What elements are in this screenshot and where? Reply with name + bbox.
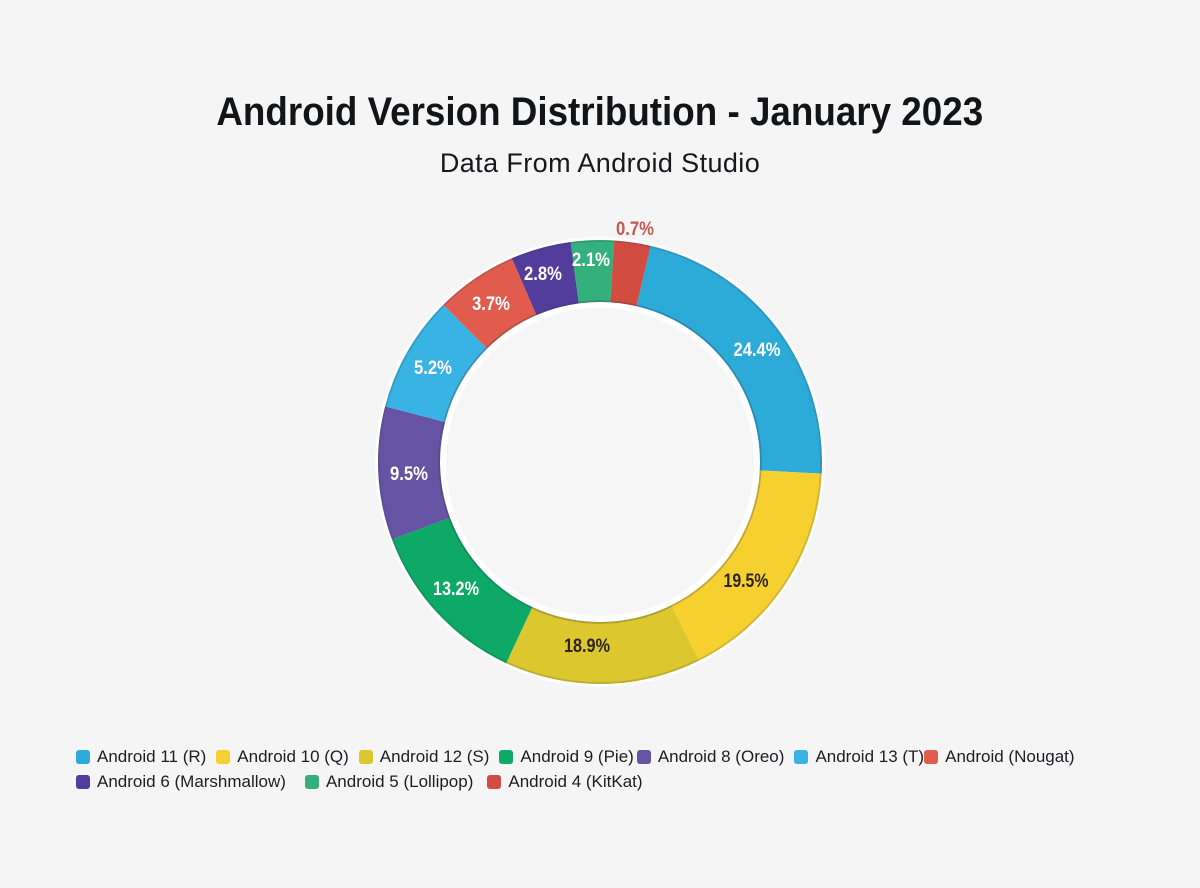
svg-text:0.7%: 0.7%: [616, 219, 654, 240]
svg-text:18.9%: 18.9%: [564, 636, 610, 657]
svg-text:13.2%: 13.2%: [433, 579, 479, 600]
svg-text:24.4%: 24.4%: [734, 340, 781, 361]
svg-text:9.5%: 9.5%: [390, 464, 428, 485]
svg-text:2.1%: 2.1%: [572, 250, 610, 271]
svg-text:3.7%: 3.7%: [472, 294, 510, 315]
svg-text:19.5%: 19.5%: [724, 571, 769, 592]
svg-text:5.2%: 5.2%: [414, 358, 452, 379]
svg-text:2.8%: 2.8%: [524, 264, 562, 285]
